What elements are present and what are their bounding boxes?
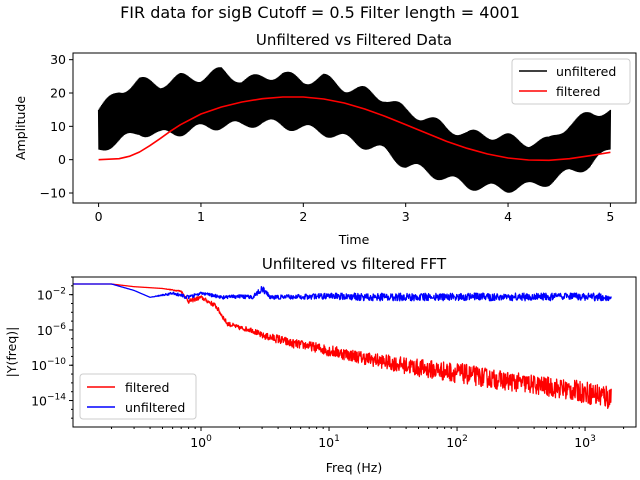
- legend: filtered unfiltered: [79, 373, 197, 420]
- y-tick-label: 10−10: [31, 357, 66, 373]
- x-tick-label: 103: [574, 434, 596, 450]
- legend: unfiltered filtered: [511, 58, 631, 105]
- x-axis-label: Time: [338, 232, 370, 247]
- y-tick-label: 20: [50, 86, 66, 101]
- x-ticks: 100 101 102 103: [111, 427, 625, 450]
- plot-area: [72, 283, 612, 410]
- legend-label-unfiltered: unfiltered: [125, 400, 185, 415]
- y-tick-label: 0: [58, 152, 66, 167]
- series-filtered-line: [98, 96, 611, 162]
- y-tick-label: 10: [50, 119, 66, 134]
- y-tick-label: −10: [40, 186, 66, 201]
- y-axis-label: Amplitude: [13, 96, 28, 160]
- y-tick-label: 10−6: [37, 322, 66, 338]
- x-axis-label: Freq (Hz): [326, 460, 382, 475]
- x-tick-label: 101: [318, 434, 340, 450]
- x-tick-label: 5: [606, 209, 614, 224]
- series-unfiltered-line: [97, 67, 612, 193]
- axes-frame: [72, 52, 637, 204]
- series-unfiltered-line: [72, 283, 612, 302]
- legend-label-filtered: filtered: [125, 380, 169, 395]
- chart-title: Unfiltered vs Filtered Data: [256, 31, 452, 49]
- x-tick-label: 0: [95, 209, 103, 224]
- y-ticks: 10−14 10−10 10−6 10−2: [31, 276, 73, 419]
- x-tick-label: 3: [402, 209, 410, 224]
- y-axis-label: |Y(freq)|: [4, 327, 19, 378]
- y-tick-label: 10−14: [31, 393, 66, 409]
- legend-label-unfiltered: unfiltered: [556, 64, 616, 79]
- axes-frame: [72, 276, 637, 428]
- legend-label-filtered: filtered: [556, 84, 600, 99]
- x-tick-label: 100: [190, 434, 212, 450]
- chart-title: Unfiltered vs filtered FFT: [262, 255, 447, 273]
- x-tick-label: 2: [299, 209, 307, 224]
- x-tick-label: 1: [197, 209, 205, 224]
- fft-chart: Unfiltered vs filtered FFT 100 101 102 103 …: [4, 255, 637, 475]
- y-ticks: −10 0 10 20 30: [40, 52, 73, 201]
- x-tick-label: 4: [504, 209, 512, 224]
- plot-area: [97, 67, 612, 193]
- time-domain-chart: Unfiltered vs Filtered Data 0 1 2 3 4 5 −10 0 1…: [13, 31, 637, 247]
- x-tick-label: 102: [446, 434, 468, 450]
- figure-suptitle: FIR data for sigB Cutoff = 0.5 Filter le…: [120, 3, 520, 22]
- series-filtered-line: [72, 283, 612, 410]
- y-tick-label: 10−2: [37, 287, 66, 303]
- y-tick-label: 30: [50, 52, 66, 67]
- x-ticks: 0 1 2 3 4 5: [95, 203, 614, 224]
